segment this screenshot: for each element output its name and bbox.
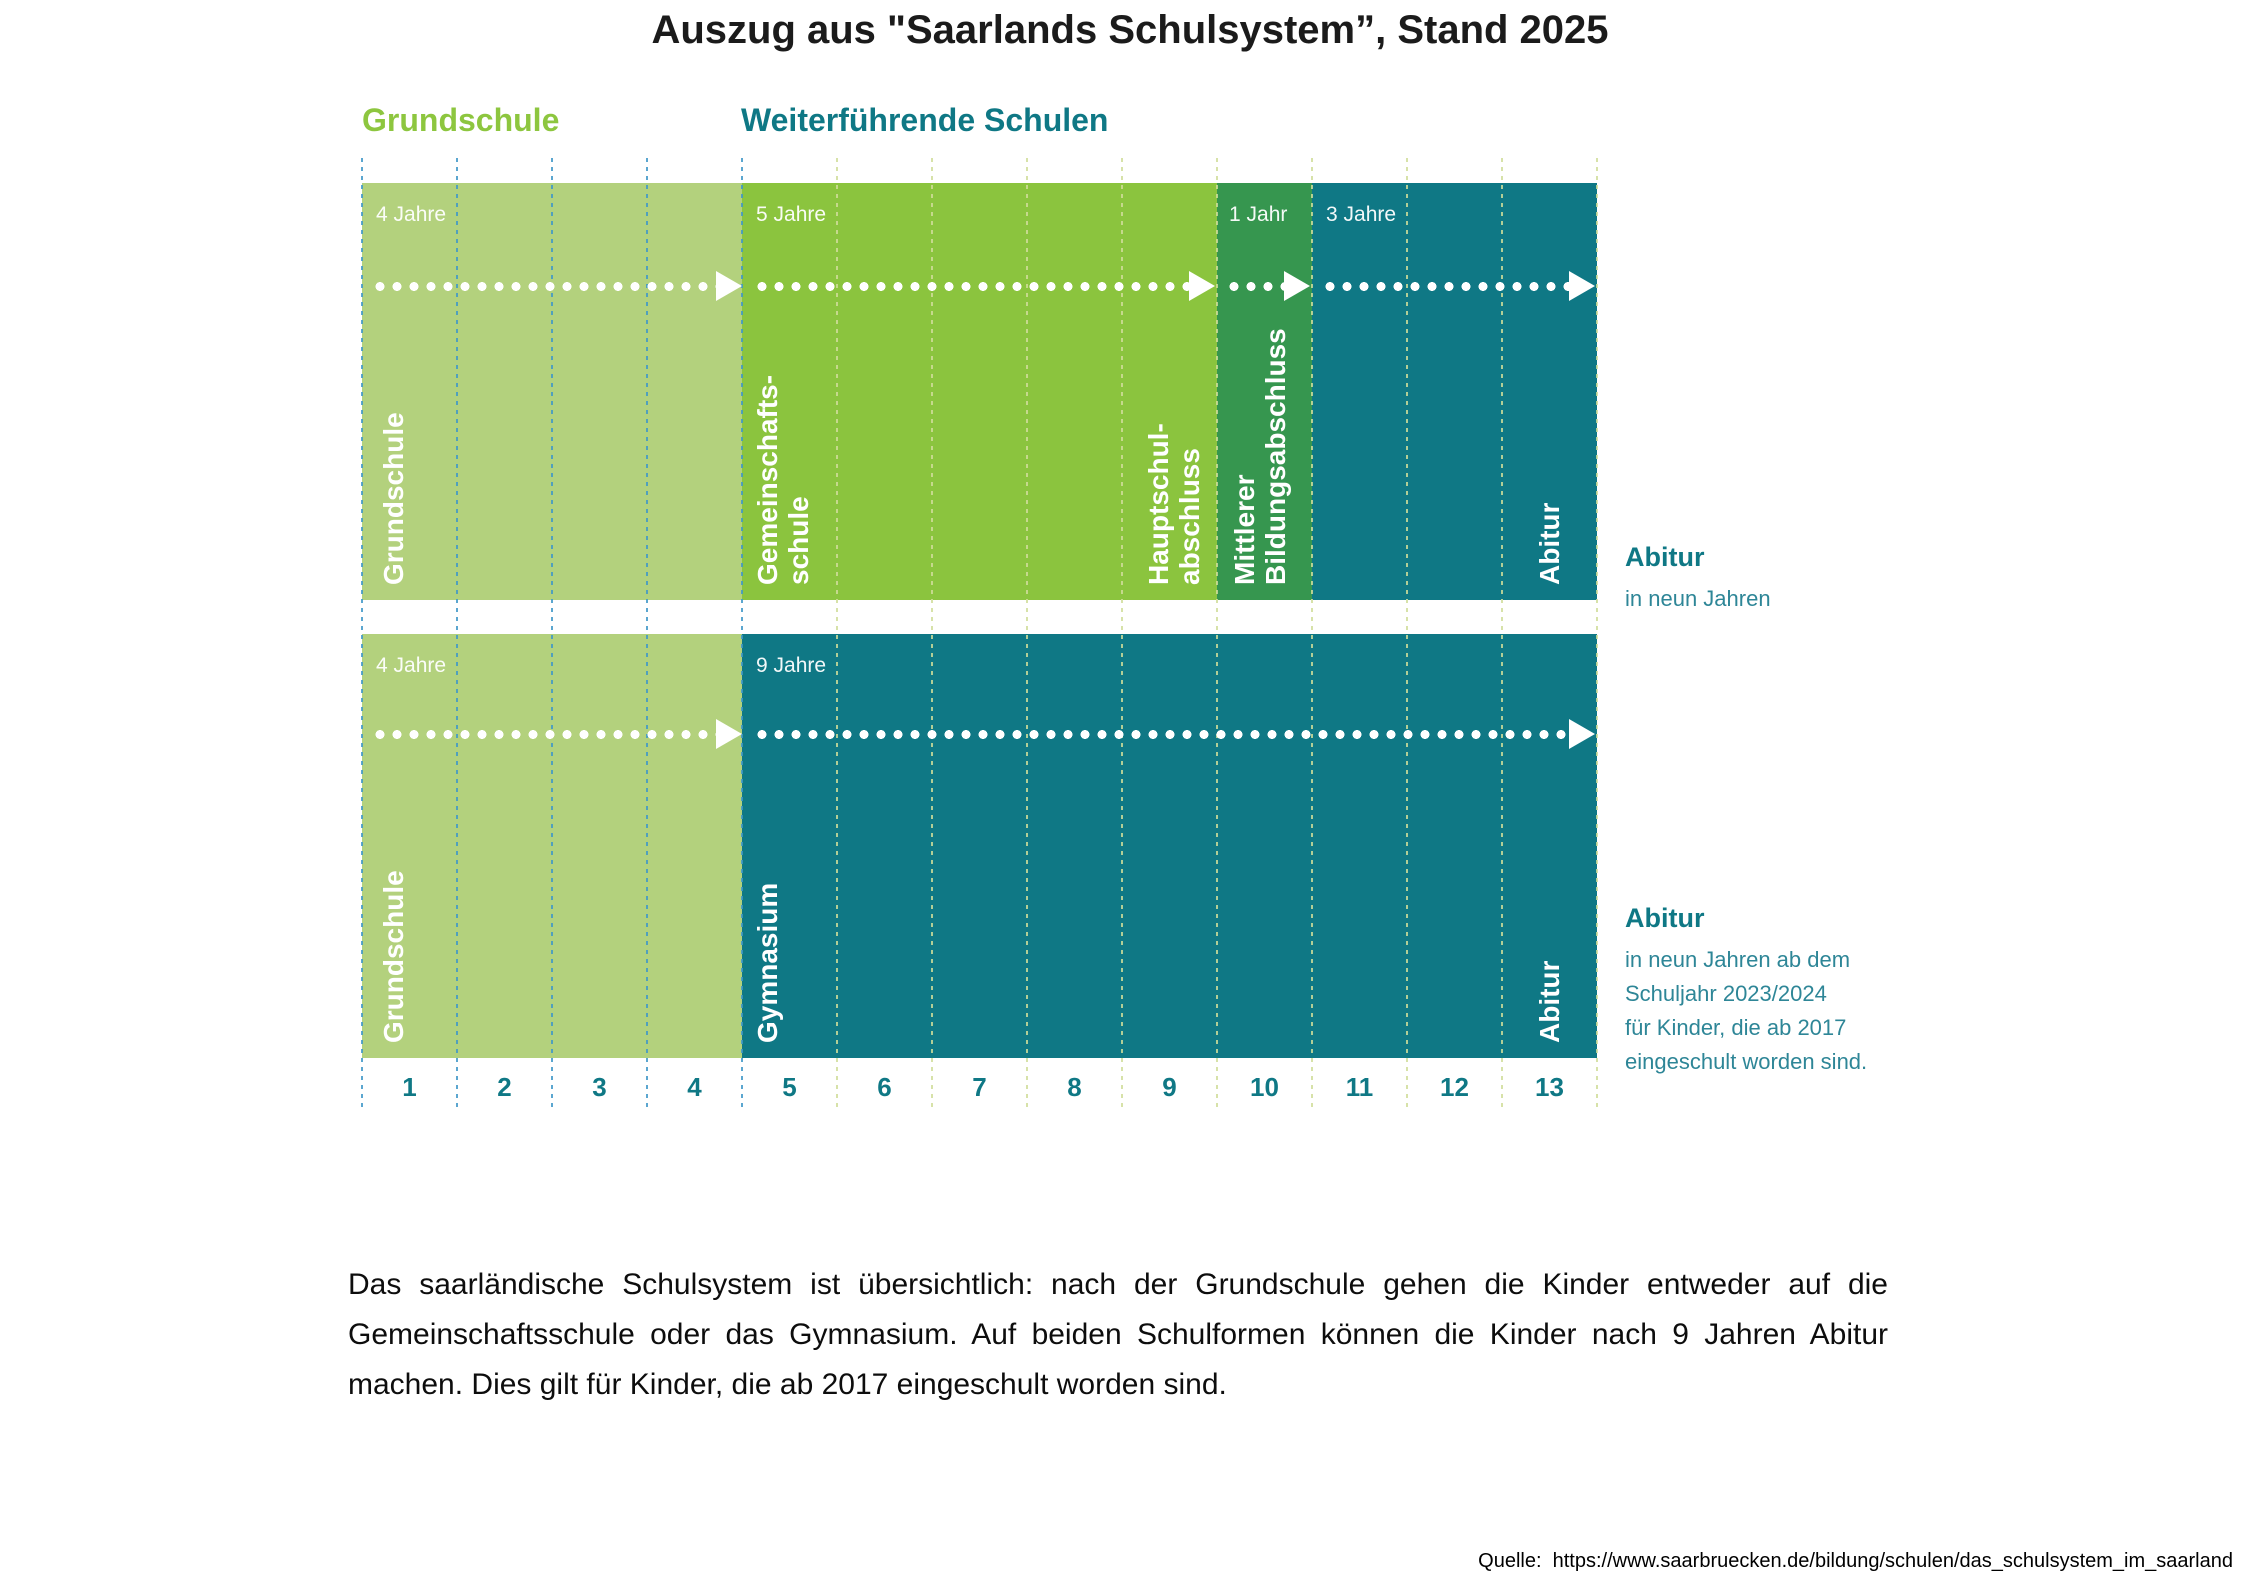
duration-label: 4 Jahre	[376, 203, 447, 226]
annotation-subtitle: in neun Jahren ab dem Schuljahr 2023/202…	[1625, 947, 1868, 1074]
axis-year-4: 4	[687, 1072, 702, 1102]
arrow-dots	[1322, 281, 1569, 291]
year-gridline	[1311, 158, 1313, 1112]
axis-year-7: 7	[972, 1072, 987, 1102]
annotation-abitur-top: Abitur in neun Jahren	[1625, 542, 1771, 616]
duration-label: 4 Jahre	[376, 654, 447, 677]
section-label-gemeinschaftsschule: Gemeinschafts- schule	[752, 374, 814, 585]
progress-arrow	[754, 271, 1215, 301]
section-mittlerer-bildungsabschluss: 1 Jahr Mittlerer Bildungsabschluss	[1217, 183, 1312, 600]
year-gridline	[1121, 158, 1123, 1112]
arrowhead-icon	[716, 271, 742, 301]
axis-year-9: 9	[1162, 1072, 1177, 1102]
axis-year-1: 1	[402, 1072, 417, 1102]
track-gymnasium: 4 Jahre Grundschule 9 Jahre Gymnasium Ab…	[362, 634, 1597, 1058]
section-label-grundschule: Grundschule	[378, 412, 409, 585]
year-gridline	[361, 158, 363, 1112]
year-gridline	[646, 158, 648, 1112]
arrow-dots	[372, 281, 716, 291]
axis-year-2: 2	[497, 1072, 512, 1102]
year-gridline	[1406, 158, 1408, 1112]
arrow-dots	[372, 729, 716, 739]
progress-arrow	[1322, 271, 1595, 301]
duration-label: 1 Jahr	[1229, 203, 1288, 226]
axis-year-5: 5	[782, 1072, 797, 1102]
section-label-grundschule: Grundschule	[378, 870, 409, 1043]
year-gridline	[741, 158, 743, 1112]
section-oberstufe: 3 Jahre Abitur	[1312, 183, 1597, 600]
axis-year-11: 11	[1345, 1072, 1374, 1102]
year-gridline	[1216, 158, 1218, 1112]
annotation-title: Abitur	[1625, 542, 1705, 572]
description-paragraph: Das saarländische Schulsystem ist übersi…	[348, 1268, 1888, 1401]
arrow-dots	[754, 729, 1569, 739]
year-gridline	[836, 158, 838, 1112]
header-grundschule: Grundschule	[362, 102, 560, 138]
section-label-gymnasium: Gymnasium	[752, 882, 783, 1043]
section-label-abitur: Abitur	[1534, 960, 1565, 1043]
year-gridline	[456, 158, 458, 1112]
track-gemeinschaftsschule: 4 Jahre Grundschule 5 Jahre Gemeinschaft…	[362, 183, 1597, 600]
arrowhead-icon	[1569, 271, 1595, 301]
axis-year-8: 8	[1067, 1072, 1082, 1102]
year-gridline	[1026, 158, 1028, 1112]
axis-year-13: 13	[1535, 1072, 1564, 1102]
axis-year-10: 10	[1250, 1072, 1279, 1102]
section-gymnasium: 9 Jahre Gymnasium Abitur	[742, 634, 1597, 1058]
axis-year-12: 12	[1440, 1072, 1469, 1102]
progress-arrow	[372, 271, 742, 301]
section-label-mittlerer-bildungsabschluss: Mittlerer Bildungsabschluss	[1229, 328, 1291, 585]
arrowhead-icon	[716, 719, 742, 749]
arrowhead-icon	[1189, 271, 1215, 301]
annotation-title: Abitur	[1625, 903, 1705, 933]
arrowhead-icon	[1569, 719, 1595, 749]
year-gridline	[551, 158, 553, 1112]
axis-year-6: 6	[877, 1072, 892, 1102]
year-gridline	[1596, 158, 1598, 1112]
progress-arrow	[1226, 271, 1310, 301]
progress-arrow	[372, 719, 742, 749]
arrow-dots	[1226, 281, 1284, 291]
arrow-dots	[754, 281, 1189, 291]
annotation-abitur-bottom: Abitur in neun Jahren ab dem Schuljahr 2…	[1625, 903, 1867, 1079]
axis-year-3: 3	[592, 1072, 607, 1102]
header-weiterfuehrende-schulen: Weiterführende Schulen	[741, 102, 1109, 138]
section-label-abitur: Abitur	[1534, 502, 1565, 585]
section-label-hauptschulabschluss: Hauptschul- abschluss	[1143, 423, 1205, 585]
progress-arrow	[754, 719, 1595, 749]
arrowhead-icon	[1284, 271, 1310, 301]
page-title: Auszug aus "Saarlands Schulsystem”, Stan…	[651, 8, 1609, 52]
year-gridline	[931, 158, 933, 1112]
source-reference: Quelle: https://www.saarbruecken.de/bild…	[1478, 1550, 2233, 1572]
duration-label: 3 Jahre	[1326, 203, 1397, 226]
annotation-subtitle: in neun Jahren	[1625, 586, 1771, 611]
year-gridline	[1501, 158, 1503, 1112]
section-gemeinschaftsschule: 5 Jahre Gemeinschafts- schule Hauptschul…	[742, 183, 1217, 600]
duration-label: 9 Jahre	[756, 654, 827, 677]
duration-label: 5 Jahre	[756, 203, 827, 226]
